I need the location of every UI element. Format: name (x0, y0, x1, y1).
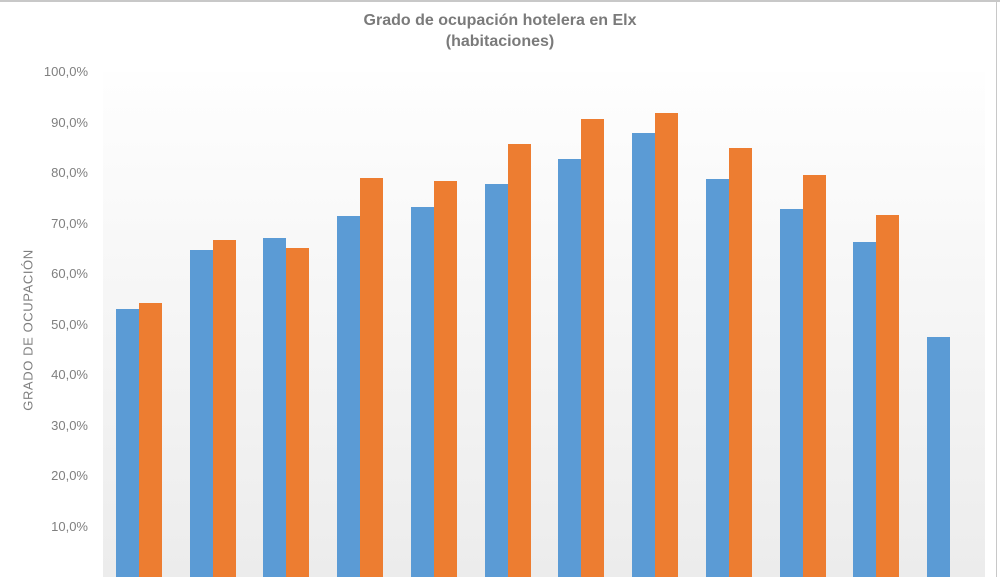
y-axis-tick-label: 60,0% (0, 266, 88, 282)
y-axis-tick-label: 90,0% (0, 115, 88, 131)
bar-serie-azul-group-1 (116, 309, 139, 577)
bar-serie-azul-group-10 (780, 209, 803, 577)
y-axis-tick-label: 30,0% (0, 418, 88, 434)
bar-serie-naranja-group-7 (581, 119, 604, 577)
y-axis-tick-label: 10,0% (0, 519, 88, 535)
bar-serie-naranja-group-4 (360, 178, 383, 577)
bar-serie-naranja-group-5 (434, 181, 457, 577)
bar-serie-naranja-group-3 (286, 248, 309, 577)
bar-serie-naranja-group-11 (876, 215, 899, 577)
bar-serie-azul-group-7 (558, 159, 581, 577)
bar-serie-azul-group-4 (337, 216, 360, 577)
y-axis-tick-label: 80,0% (0, 165, 88, 181)
window-edge-top (0, 0, 1000, 2)
bar-serie-naranja-group-8 (655, 113, 678, 577)
y-axis-tick-label: 70,0% (0, 216, 88, 232)
bar-serie-azul-group-8 (632, 133, 655, 577)
y-axis-tick-label: 40,0% (0, 367, 88, 383)
y-axis-tick-label: 20,0% (0, 468, 88, 484)
bar-serie-azul-group-9 (706, 179, 729, 577)
chart-title-block: Grado de ocupación hotelera en Elx (habi… (0, 10, 1000, 52)
bar-serie-naranja-group-9 (729, 148, 752, 577)
chart-subtitle: (habitaciones) (0, 31, 1000, 52)
bar-serie-naranja-group-6 (508, 144, 531, 577)
chart-title: Grado de ocupación hotelera en Elx (0, 10, 1000, 31)
bar-serie-azul-group-2 (190, 250, 213, 577)
window-edge-right (996, 0, 997, 577)
bar-serie-azul-group-12 (927, 337, 950, 577)
bar-serie-naranja-group-10 (803, 175, 826, 577)
bar-serie-azul-group-6 (485, 184, 508, 577)
bar-serie-naranja-group-1 (139, 303, 162, 577)
bar-serie-azul-group-3 (263, 238, 286, 577)
y-axis-tick-label: 100,0% (0, 64, 88, 80)
bar-serie-azul-group-5 (411, 207, 434, 577)
bar-serie-naranja-group-2 (213, 240, 236, 577)
bar-serie-azul-group-11 (853, 242, 876, 577)
y-axis-tick-label: 50,0% (0, 317, 88, 333)
